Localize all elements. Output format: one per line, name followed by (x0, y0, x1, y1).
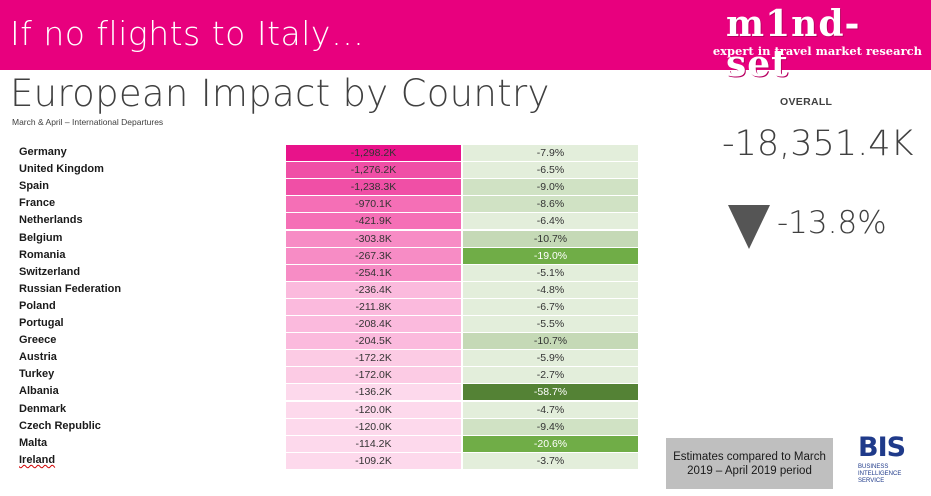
page-title: European Impact by Country (10, 72, 550, 115)
departures-cell: -254.1K (286, 264, 461, 281)
percent-cell: -9.0% (463, 179, 638, 196)
overall-percent: -13.8% (777, 205, 887, 241)
country-label: Germany (19, 146, 67, 158)
percent-cell: -7.9% (463, 145, 638, 161)
country-label: Netherlands (19, 214, 83, 227)
country-label: Malta (19, 436, 48, 449)
percent-cell: -5.5% (463, 316, 638, 332)
percent-cell: -58.7% (463, 384, 638, 401)
country-label: Turkey (19, 368, 55, 381)
country-label: Austria (19, 351, 57, 364)
percent-cell: -19.0% (463, 247, 638, 264)
country-label: Portugal (19, 317, 64, 329)
country-label: Czech Republic (19, 419, 101, 432)
departures-cell: -236.4K (286, 281, 461, 298)
departures-cell: -303.8K (286, 230, 461, 247)
percent-cell: -20.6% (463, 435, 638, 452)
country-label: Switzerland (19, 265, 81, 278)
departures-cell: -970.1K (286, 196, 461, 213)
departures-cell: -421.9K (286, 213, 461, 230)
country-label: Albania (19, 385, 59, 398)
country-label: Romania (19, 248, 66, 261)
departures-cell: -204.5K (286, 333, 461, 350)
bis-logo-line2: INTELLIGENCE (858, 471, 902, 477)
departures-cell: -109.2K (286, 452, 461, 469)
departures-cell: -1,298.2K (286, 145, 461, 161)
banner-title: If no flights to Italy… (10, 14, 365, 53)
bis-logo-line3: SERVICE (858, 478, 885, 484)
logo-tagline: expert in travel market research (712, 44, 922, 58)
departures-cell: -208.4K (286, 316, 461, 332)
country-label: Poland (19, 299, 56, 312)
percent-cell: -3.7% (463, 452, 638, 469)
bis-logo-mark: BIS (858, 432, 906, 463)
country-label: United Kingdom (19, 163, 104, 176)
estimates-note: Estimates compared to March 2019 – April… (666, 438, 833, 489)
percent-cell: -10.7% (463, 333, 638, 350)
departures-cell: -211.8K (286, 298, 461, 315)
country-label: Belgium (19, 231, 63, 244)
departures-cell: -120.0K (286, 418, 461, 435)
departures-cell: -1,238.3K (286, 179, 461, 196)
departures-cell: -267.3K (286, 247, 461, 264)
percent-cell: -6.5% (463, 162, 638, 179)
percent-cell: -9.4% (463, 418, 638, 435)
country-label: Denmark (19, 402, 67, 415)
country-label: France (19, 197, 56, 210)
percent-cell: -6.4% (463, 213, 638, 230)
down-arrow-icon (728, 205, 770, 249)
header-banner: If no flights to Italy… m1nd-set expert … (0, 0, 931, 84)
departures-cell: -1,276.2K (286, 162, 461, 179)
percent-cell: -6.7% (463, 298, 638, 315)
departures-cell: -172.2K (286, 350, 461, 367)
percent-cell: -10.7% (463, 230, 638, 247)
percent-cell: -8.6% (463, 196, 638, 213)
page-subtitle: March & April – International Departures (12, 117, 164, 127)
percent-cell: -4.8% (463, 281, 638, 298)
country-label: Greece (19, 334, 57, 347)
mindset-logo: m1nd-set expert in travel market researc… (713, 4, 926, 84)
country-label: Russian Federation (19, 282, 122, 295)
departures-cell: -120.0K (286, 401, 461, 418)
logo-wordmark: m1nd-set (726, 3, 861, 85)
country-label: Spain (19, 180, 49, 193)
overall-label: OVERALL (780, 96, 833, 108)
bis-logo: BIS BUSINESS INTELLIGENCE SERVICE (858, 432, 928, 492)
overall-value: -18,351.4K (722, 124, 914, 164)
departures-cell: -114.2K (286, 435, 461, 452)
percent-cell: -2.7% (463, 367, 638, 384)
departures-cell: -172.0K (286, 367, 461, 384)
percent-cell: -5.1% (463, 264, 638, 281)
country-label: Ireland (19, 453, 56, 466)
percent-cell: -5.9% (463, 350, 638, 367)
departures-cell: -136.2K (286, 384, 461, 401)
bis-logo-line1: BUSINESS (858, 464, 889, 470)
percent-cell: -4.7% (463, 401, 638, 418)
